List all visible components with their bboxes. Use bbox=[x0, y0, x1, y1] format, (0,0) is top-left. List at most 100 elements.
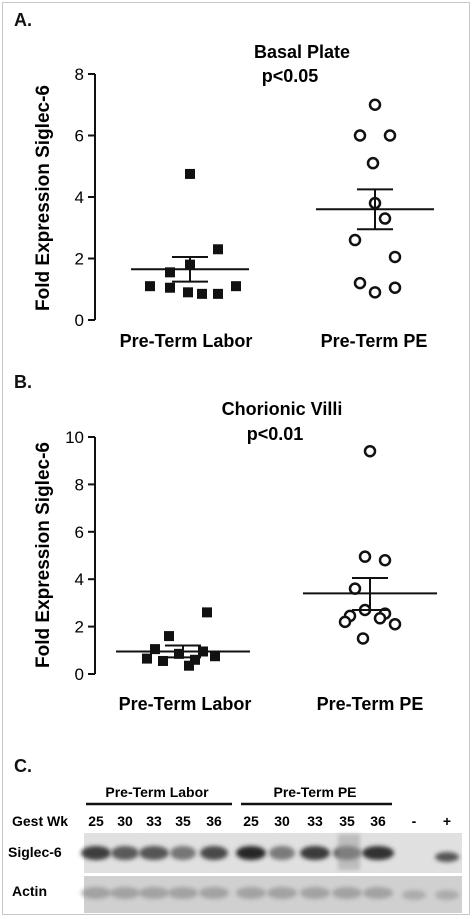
chart-a-point-series0 bbox=[213, 244, 223, 255]
chart-a-ytick-label: 6 bbox=[75, 127, 84, 146]
chart-a-ylabel: Fold Expression Siglec-6 bbox=[33, 85, 54, 311]
chart-a-point-series1 bbox=[366, 156, 380, 170]
blot-week-label: 25 bbox=[88, 813, 104, 829]
blot-group-label-pe: Pre-Term PE bbox=[274, 784, 357, 800]
blot-control-label: + bbox=[443, 813, 451, 829]
blot-siglec6-band bbox=[200, 846, 228, 860]
blot-siglec6-band bbox=[111, 846, 139, 860]
blot-actin-band bbox=[300, 887, 330, 899]
blot-actin-band bbox=[363, 887, 393, 899]
blot-siglec6-smear bbox=[338, 834, 360, 870]
blot-row-label-actin: Actin bbox=[12, 883, 47, 899]
chart-chorionic-villi: Chorionic Villi p<0.01 Fold Expression S… bbox=[33, 399, 437, 714]
blot-week-label: 36 bbox=[370, 813, 386, 829]
chart-b-point-series0 bbox=[202, 607, 212, 618]
blot-siglec6-band bbox=[300, 846, 330, 860]
chart-a-point-series0 bbox=[183, 287, 193, 298]
chart-b-point-series0 bbox=[190, 654, 200, 665]
chart-a-point-series1 bbox=[388, 281, 402, 294]
chart-a-ytick-label: 2 bbox=[75, 250, 84, 269]
chart-b-point-series0 bbox=[174, 648, 184, 659]
blot-siglec6-band bbox=[81, 846, 111, 860]
chart-b-point-series0 bbox=[150, 644, 160, 655]
chart-b-ylabel: Fold Expression Siglec-6 bbox=[33, 442, 54, 668]
chart-b-title: Chorionic Villi bbox=[222, 399, 343, 419]
blot-gest-label: Gest Wk bbox=[12, 813, 68, 829]
chart-a-point-series0 bbox=[213, 288, 223, 299]
chart-b-ytick-label: 2 bbox=[75, 618, 84, 637]
chart-b-point-series0 bbox=[210, 651, 220, 662]
panel-c-letter: C. bbox=[14, 756, 32, 776]
chart-a-point-series1 bbox=[368, 98, 382, 111]
chart-a-point-series0 bbox=[165, 267, 175, 278]
chart-b-ytick-label: 0 bbox=[75, 665, 84, 684]
blot-siglec6-band bbox=[269, 846, 295, 860]
chart-b-point-series0 bbox=[142, 653, 152, 664]
blot-actin-band bbox=[168, 887, 198, 899]
blot-siglec6-band bbox=[362, 846, 394, 860]
chart-a-point-series1 bbox=[353, 129, 367, 142]
blot-siglec6-band-positive-control bbox=[435, 852, 459, 862]
chart-b-point-series1 bbox=[388, 617, 402, 631]
chart-a-point-series0 bbox=[165, 282, 175, 293]
chart-b-point-series1 bbox=[373, 612, 387, 625]
blot-actin-band bbox=[332, 887, 362, 899]
chart-a-ytick-label: 4 bbox=[75, 188, 84, 207]
chart-b-point-series1 bbox=[358, 550, 372, 563]
chart-a-category-1: Pre-Term PE bbox=[321, 331, 428, 351]
blot-control-label: - bbox=[412, 813, 417, 829]
chart-b-point-series0 bbox=[158, 655, 168, 666]
blot-group-label-labor: Pre-Term Labor bbox=[105, 784, 209, 800]
chart-a-ytick-label: 0 bbox=[75, 311, 84, 330]
blot-week-label: 33 bbox=[307, 813, 323, 829]
chart-b-point-series0 bbox=[184, 660, 194, 671]
panel-b-letter: B. bbox=[14, 372, 32, 392]
chart-b-category-1: Pre-Term PE bbox=[317, 694, 424, 714]
chart-a-point-series0 bbox=[185, 168, 195, 179]
chart-b-category-0: Pre-Term Labor bbox=[119, 694, 252, 714]
blot-actin-band bbox=[81, 887, 111, 899]
chart-b-ytick-label: 10 bbox=[65, 428, 84, 447]
blot-week-label: 30 bbox=[117, 813, 133, 829]
blot-actin-band bbox=[236, 887, 266, 899]
blot-week-label: 35 bbox=[175, 813, 191, 829]
blot-week-label: 30 bbox=[274, 813, 290, 829]
chart-b-point-series1 bbox=[363, 444, 377, 458]
chart-a-point-series0 bbox=[145, 281, 155, 292]
chart-b-subtitle: p<0.01 bbox=[247, 424, 304, 444]
chart-b-ytick-label: 4 bbox=[75, 570, 84, 589]
blot-siglec6-band bbox=[170, 846, 196, 860]
chart-b-point-series0 bbox=[164, 631, 174, 642]
blot-actin-band bbox=[139, 887, 169, 899]
chart-a-point-series1 bbox=[368, 286, 382, 299]
chart-a-point-series1 bbox=[378, 212, 392, 225]
chart-a-point-series0 bbox=[197, 288, 207, 299]
blot-actin-band bbox=[199, 887, 229, 899]
panel-a-letter: A. bbox=[14, 10, 32, 30]
chart-a-ytick-label: 8 bbox=[75, 65, 84, 84]
chart-a-point-series1 bbox=[348, 233, 362, 247]
chart-a-title: Basal Plate bbox=[254, 42, 350, 62]
blot-week-label: 35 bbox=[339, 813, 355, 829]
blot-week-label: 25 bbox=[243, 813, 259, 829]
blot-actin-band bbox=[267, 887, 297, 899]
blot-week-label: 36 bbox=[206, 813, 222, 829]
chart-b-ytick-label: 8 bbox=[75, 475, 84, 494]
chart-a-point-series1 bbox=[353, 276, 367, 290]
blot-actin-band bbox=[110, 887, 140, 899]
blot-row-label-siglec6: Siglec-6 bbox=[8, 844, 62, 860]
chart-a-point-series0 bbox=[231, 281, 241, 292]
chart-b-ytick-label: 6 bbox=[75, 523, 84, 542]
chart-a-category-0: Pre-Term Labor bbox=[120, 331, 253, 351]
chart-b-point-series1 bbox=[378, 553, 392, 567]
chart-a-subtitle: p<0.05 bbox=[262, 66, 319, 86]
blot-siglec6-band bbox=[139, 846, 169, 860]
blot-actin-band-negative-control bbox=[402, 890, 426, 900]
chart-a-point-series1 bbox=[383, 129, 397, 142]
chart-basal-plate: Basal Plate p<0.05 Fold Expression Sigle… bbox=[33, 42, 434, 351]
blot-actin-band-positive-control bbox=[435, 890, 459, 900]
blot-week-label: 33 bbox=[146, 813, 162, 829]
chart-b-point-series1 bbox=[338, 615, 352, 629]
